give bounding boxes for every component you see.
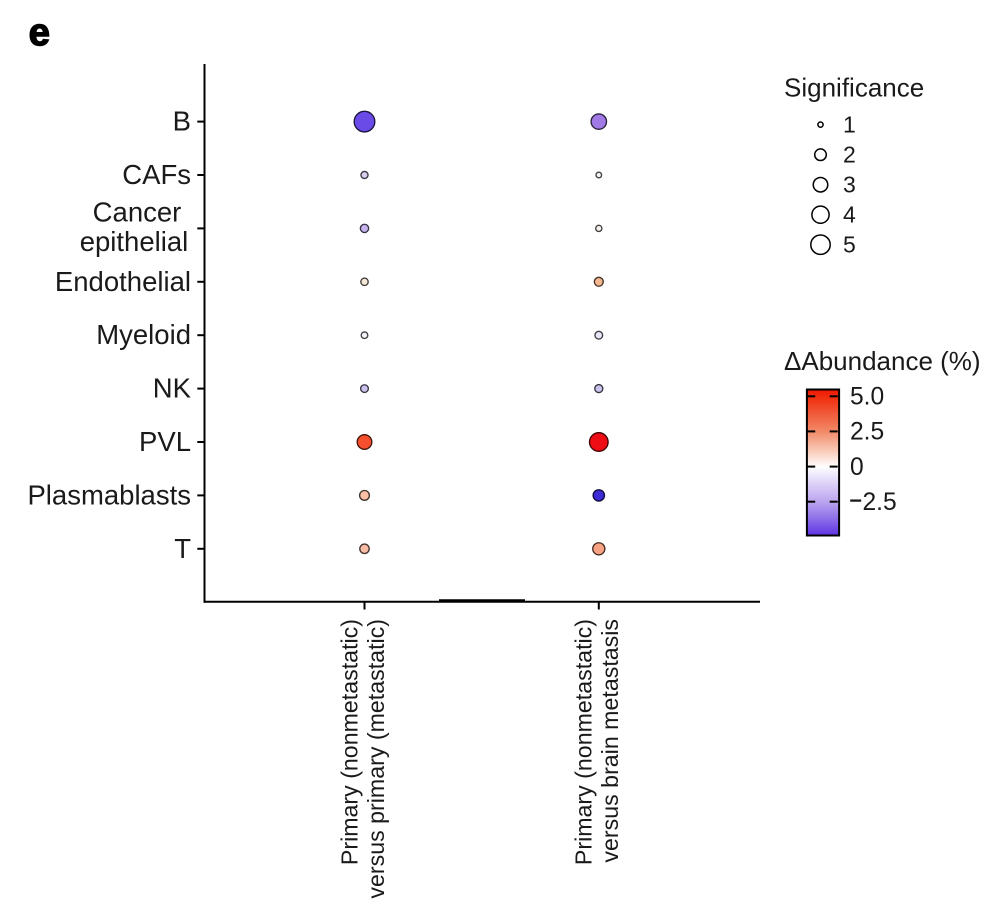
svg-text:T: T	[174, 533, 191, 564]
svg-text:Primary (nonmetastatic): Primary (nonmetastatic)	[571, 619, 597, 865]
svg-text:3: 3	[843, 172, 856, 198]
svg-text:Significance: Significance	[784, 73, 924, 103]
svg-text:Myeloid: Myeloid	[96, 319, 191, 350]
svg-text:B: B	[173, 106, 191, 137]
svg-text:NK: NK	[153, 373, 192, 404]
svg-text:0: 0	[850, 454, 864, 481]
svg-text:4: 4	[843, 202, 856, 228]
svg-text:2.5: 2.5	[863, 489, 897, 516]
svg-text:1: 1	[843, 112, 856, 138]
svg-text:2.5: 2.5	[850, 419, 884, 446]
svg-text:PVL: PVL	[139, 426, 191, 457]
svg-text:versus brain metastasis: versus brain metastasis	[597, 619, 623, 863]
svg-text:Primary (nonmetastatic): Primary (nonmetastatic)	[336, 619, 362, 865]
svg-text:2: 2	[843, 142, 856, 168]
svg-text:Endothelial: Endothelial	[55, 266, 191, 297]
svg-text:5.0: 5.0	[850, 384, 884, 411]
svg-text:Cancer: Cancer	[93, 197, 182, 228]
svg-text:ΔAbundance (%): ΔAbundance (%)	[784, 346, 981, 376]
svg-text:CAFs: CAFs	[122, 159, 191, 190]
svg-text:epithelial: epithelial	[80, 226, 189, 257]
svg-text:Plasmablasts: Plasmablasts	[27, 479, 191, 510]
svg-text:versus primary (metastatic): versus primary (metastatic)	[363, 619, 389, 899]
svg-text:e: e	[29, 12, 50, 54]
svg-text:5: 5	[843, 232, 856, 258]
